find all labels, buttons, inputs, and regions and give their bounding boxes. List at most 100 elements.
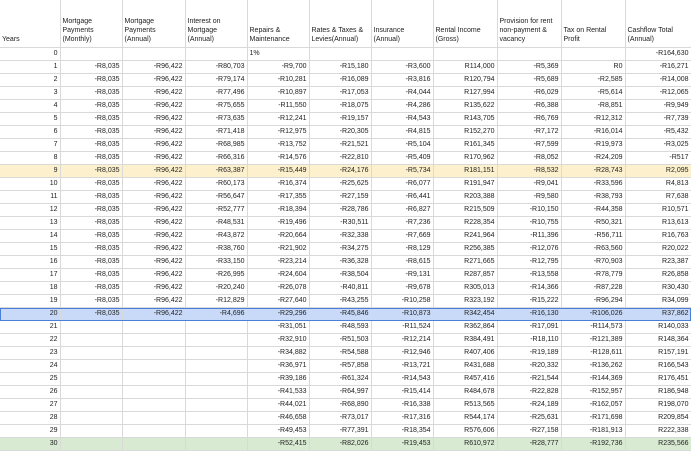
table-cell[interactable]: -R4,815 [371, 125, 434, 139]
table-cell[interactable]: -R17,355 [247, 190, 310, 204]
table-cell[interactable]: -R40,811 [309, 281, 372, 295]
table-cell[interactable]: -R46,658 [247, 411, 310, 425]
year-cell[interactable]: 10 [0, 177, 61, 191]
table-cell[interactable]: -R96,422 [122, 216, 186, 230]
table-cell[interactable] [60, 398, 123, 412]
table-cell[interactable]: -R17,091 [497, 320, 562, 334]
table-cell[interactable]: -R16,338 [371, 398, 434, 412]
table-cell[interactable]: -R20,305 [309, 125, 372, 139]
table-cell[interactable]: -R144,369 [561, 372, 626, 386]
table-cell[interactable]: -R96,422 [122, 203, 186, 217]
table-cell[interactable] [122, 47, 186, 61]
table-cell[interactable]: -R96,422 [122, 268, 186, 282]
table-cell[interactable]: -R18,354 [371, 424, 434, 438]
table-cell[interactable]: -R8,035 [60, 268, 123, 282]
table-cell[interactable]: -R14,366 [497, 281, 562, 295]
table-cell[interactable] [497, 47, 562, 61]
table-cell[interactable] [185, 320, 248, 334]
table-cell[interactable]: -R8,035 [60, 229, 123, 243]
table-cell[interactable] [433, 47, 498, 61]
table-cell[interactable]: -R56,647 [185, 190, 248, 204]
table-cell[interactable]: -R28,743 [561, 164, 626, 178]
table-cell[interactable]: -R114,573 [561, 320, 626, 334]
table-cell[interactable]: -R51,503 [309, 333, 372, 347]
table-cell[interactable]: -R10,873 [371, 307, 434, 321]
table-cell[interactable]: -R12,214 [371, 333, 434, 347]
table-cell[interactable] [185, 372, 248, 386]
table-cell[interactable]: -R61,324 [309, 372, 372, 386]
table-cell[interactable]: -R64,997 [309, 385, 372, 399]
table-cell[interactable]: R198,070 [625, 398, 691, 412]
year-cell[interactable]: 0 [0, 47, 61, 61]
table-cell[interactable]: -R4,696 [185, 307, 248, 321]
table-cell[interactable] [60, 346, 123, 360]
table-cell[interactable]: -R27,159 [309, 190, 372, 204]
table-cell[interactable]: R13,613 [625, 216, 691, 230]
table-cell[interactable]: -R17,316 [371, 411, 434, 425]
table-cell[interactable] [60, 320, 123, 334]
table-cell[interactable]: -R106,026 [561, 307, 626, 321]
table-cell[interactable]: -R12,241 [247, 112, 310, 126]
year-cell[interactable]: 4 [0, 99, 61, 113]
table-cell[interactable]: -R96,422 [122, 307, 186, 321]
table-cell[interactable] [309, 47, 372, 61]
table-cell[interactable]: -R96,422 [122, 294, 186, 308]
table-cell[interactable]: -R27,640 [247, 294, 310, 308]
table-cell[interactable]: R37,862 [625, 307, 691, 321]
table-cell[interactable]: -R4,286 [371, 99, 434, 113]
table-cell[interactable]: R610,972 [433, 437, 498, 451]
table-cell[interactable]: -R9,131 [371, 268, 434, 282]
column-header[interactable]: Rates & Taxes & Levies(Annual) [309, 0, 372, 48]
table-cell[interactable] [122, 346, 186, 360]
year-cell[interactable]: 28 [0, 411, 61, 425]
table-cell[interactable]: -R15,414 [371, 385, 434, 399]
table-cell[interactable]: -R96,422 [122, 112, 186, 126]
table-cell[interactable]: -R77,391 [309, 424, 372, 438]
table-cell[interactable]: -R34,275 [309, 242, 372, 256]
table-cell[interactable]: -R19,973 [561, 138, 626, 152]
table-cell[interactable]: -R9,678 [371, 281, 434, 295]
table-cell[interactable]: -R38,793 [561, 190, 626, 204]
table-cell[interactable]: R235,566 [625, 437, 691, 451]
table-cell[interactable]: -R43,255 [309, 294, 372, 308]
column-header[interactable]: Provision for rent non-payment & vacancy [497, 0, 562, 48]
table-cell[interactable]: -R8,035 [60, 281, 123, 295]
column-header[interactable]: Repairs & Maintenance [247, 0, 310, 48]
year-cell[interactable]: 6 [0, 125, 61, 139]
table-cell[interactable]: -R96,422 [122, 229, 186, 243]
table-cell[interactable]: -R23,214 [247, 255, 310, 269]
table-cell[interactable]: -R8,035 [60, 86, 123, 100]
table-cell[interactable]: -R36,971 [247, 359, 310, 373]
table-cell[interactable]: R271,665 [433, 255, 498, 269]
year-cell[interactable]: 16 [0, 255, 61, 269]
table-cell[interactable]: -R18,110 [497, 333, 562, 347]
table-cell[interactable] [60, 424, 123, 438]
table-cell[interactable]: -R10,755 [497, 216, 562, 230]
table-cell[interactable]: -R17,053 [309, 86, 372, 100]
year-cell[interactable]: 2 [0, 73, 61, 87]
table-cell[interactable]: -R8,035 [60, 138, 123, 152]
table-cell[interactable]: R203,388 [433, 190, 498, 204]
table-cell[interactable]: -R15,180 [309, 60, 372, 74]
table-cell[interactable] [185, 437, 248, 451]
table-cell[interactable] [122, 372, 186, 386]
table-cell[interactable]: -R52,415 [247, 437, 310, 451]
table-cell[interactable]: -R32,338 [309, 229, 372, 243]
table-cell[interactable]: -R12,065 [625, 86, 691, 100]
table-cell[interactable]: -R8,035 [60, 307, 123, 321]
table-cell[interactable]: R170,962 [433, 151, 498, 165]
table-cell[interactable]: -R48,531 [185, 216, 248, 230]
table-cell[interactable]: -R21,521 [309, 138, 372, 152]
table-cell[interactable]: -R2,585 [561, 73, 626, 87]
table-cell[interactable]: -R24,189 [497, 398, 562, 412]
table-cell[interactable]: R7,638 [625, 190, 691, 204]
table-cell[interactable]: -R9,700 [247, 60, 310, 74]
year-cell[interactable]: 19 [0, 294, 61, 308]
table-cell[interactable]: -R29,296 [247, 307, 310, 321]
table-cell[interactable]: -R25,625 [309, 177, 372, 191]
table-cell[interactable]: -R12,975 [247, 125, 310, 139]
year-cell[interactable]: 18 [0, 281, 61, 295]
table-cell[interactable]: R157,191 [625, 346, 691, 360]
table-cell[interactable]: -R68,890 [309, 398, 372, 412]
table-cell[interactable]: -R34,882 [247, 346, 310, 360]
